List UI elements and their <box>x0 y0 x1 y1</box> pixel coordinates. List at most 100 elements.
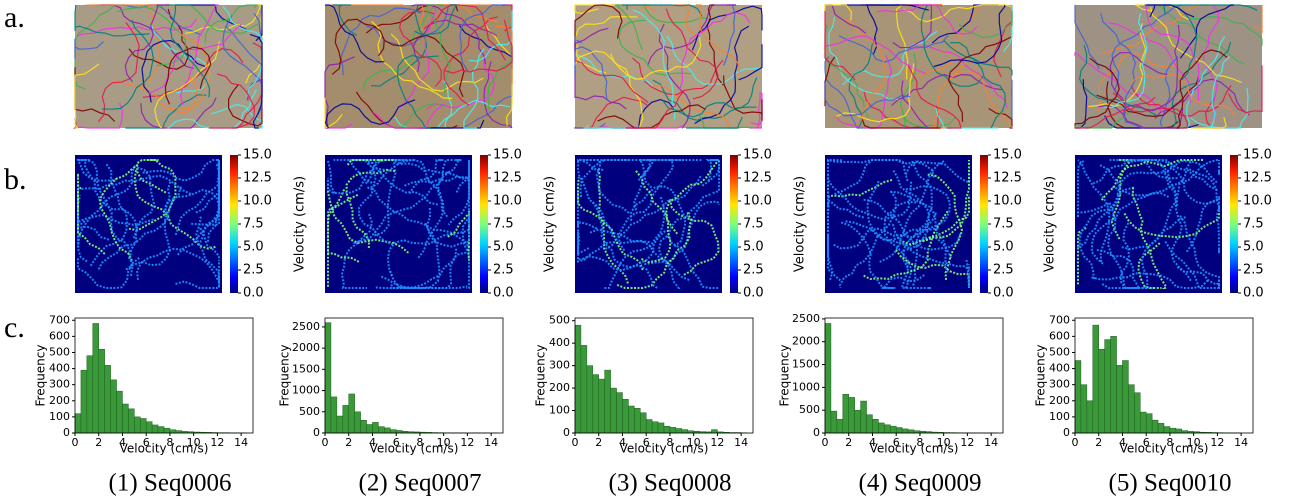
histogram-bar <box>1104 339 1111 434</box>
x-axis-label: Velocity (cm/s) <box>120 442 209 456</box>
histogram-bar <box>866 414 873 434</box>
histogram-bar <box>1092 324 1099 434</box>
trajectory <box>845 19 887 121</box>
x-tick-label: 8 <box>416 436 423 449</box>
histogram-bar <box>610 387 617 434</box>
trajectory <box>933 4 1006 68</box>
y-tick-label: 400 <box>549 336 570 349</box>
colorbar-tick-label: 0.0 <box>1243 286 1264 301</box>
heatmap <box>325 155 472 293</box>
histogram-bar <box>830 410 838 434</box>
colorbar-tick-label: 7.5 <box>243 217 264 232</box>
colorbar-tick-label: 12.5 <box>743 171 772 186</box>
trajectory <box>881 274 925 289</box>
trajectory <box>902 185 951 252</box>
trajectory <box>927 173 964 282</box>
trajectory <box>1171 41 1232 129</box>
trajectory <box>891 223 970 271</box>
trajectory <box>331 18 385 75</box>
trajectory <box>1145 4 1200 101</box>
trajectory <box>1176 49 1228 129</box>
trajectory <box>584 159 656 181</box>
colorbar <box>730 155 738 293</box>
colorbar <box>1230 155 1238 293</box>
trajectory <box>589 228 681 289</box>
row-label: c. <box>4 311 25 344</box>
colorbar-tick-label: 12.5 <box>1243 171 1272 186</box>
trajectory <box>1190 87 1249 129</box>
trajectory <box>838 35 949 63</box>
histogram-bar <box>872 419 879 434</box>
trajectory <box>78 159 138 239</box>
y-tick-label: 100 <box>49 410 70 423</box>
trajectory <box>666 35 763 85</box>
trajectory <box>824 35 927 75</box>
trajectory <box>1109 159 1218 191</box>
y-tick-label: 1500 <box>792 358 820 371</box>
trajectory <box>902 159 933 269</box>
y-tick-label: 1000 <box>792 380 820 393</box>
caption: (3) Seq0008 <box>609 470 732 497</box>
trajectory <box>625 90 685 129</box>
x-tick-label: 12 <box>710 436 724 449</box>
histogram-bar <box>628 405 635 434</box>
trajectory <box>738 44 763 81</box>
trajectory <box>1191 117 1227 129</box>
x-tick-label: 8 <box>666 436 673 449</box>
trajectory <box>408 159 444 195</box>
histogram-bar <box>324 322 332 434</box>
trajectory <box>372 104 444 129</box>
histogram-bar <box>663 426 671 434</box>
trajectory <box>958 10 1013 39</box>
trajectory <box>135 159 167 194</box>
x-tick-label: 2 <box>1095 436 1102 449</box>
trajectory <box>1075 96 1156 129</box>
histogram-bar <box>842 393 849 434</box>
histogram-bar <box>1074 360 1082 434</box>
x-tick-label: 4 <box>119 436 126 449</box>
colorbar-tick-label: 5.0 <box>243 240 264 255</box>
colorbar-tick-label: 5.0 <box>743 240 764 255</box>
x-tick-label: 14 <box>734 436 748 449</box>
trajectory <box>332 4 358 37</box>
y-tick-label: 400 <box>1049 362 1070 375</box>
trajectory <box>633 159 685 211</box>
colorbar-tick-label: 15.0 <box>493 148 522 163</box>
trajectory <box>97 186 182 272</box>
trajectory <box>255 5 263 42</box>
y-tick-label: 600 <box>1049 329 1070 342</box>
histogram-bar <box>580 345 588 434</box>
trajectory <box>414 4 458 36</box>
histogram-bar <box>651 421 659 434</box>
trajectory <box>77 188 106 255</box>
histogram-bar <box>1163 426 1171 434</box>
x-tick-label: 0 <box>72 436 79 449</box>
trajectory <box>965 259 970 288</box>
trajectory <box>443 16 499 106</box>
colorbar-tick-label: 2.5 <box>1243 263 1264 278</box>
histogram-bar <box>1086 400 1094 434</box>
histogram-bar <box>157 426 165 434</box>
y-tick-label: 300 <box>549 359 570 372</box>
trajectory <box>678 11 751 91</box>
trajectory <box>574 15 638 74</box>
colorbar-tick-label: 10.0 <box>243 194 272 209</box>
histogram-bar <box>134 416 141 434</box>
x-axis-label: Velocity (cm/s) <box>870 442 959 456</box>
trajectory <box>117 6 187 67</box>
trajectory <box>840 221 896 289</box>
trajectory <box>77 173 82 211</box>
y-tick-label: 2000 <box>792 335 820 348</box>
trajectory <box>828 16 899 100</box>
trajectory <box>632 9 676 120</box>
trajectory <box>404 175 470 226</box>
trajectory <box>154 41 220 129</box>
trajectory <box>1130 85 1232 117</box>
trajectory <box>365 4 457 47</box>
trajectory <box>1146 4 1195 18</box>
x-tick-label: 10 <box>687 436 701 449</box>
y-tick-label: 200 <box>549 381 570 394</box>
x-tick-label: 6 <box>643 436 650 449</box>
x-tick-label: 4 <box>619 436 626 449</box>
trajectory <box>1096 248 1141 289</box>
